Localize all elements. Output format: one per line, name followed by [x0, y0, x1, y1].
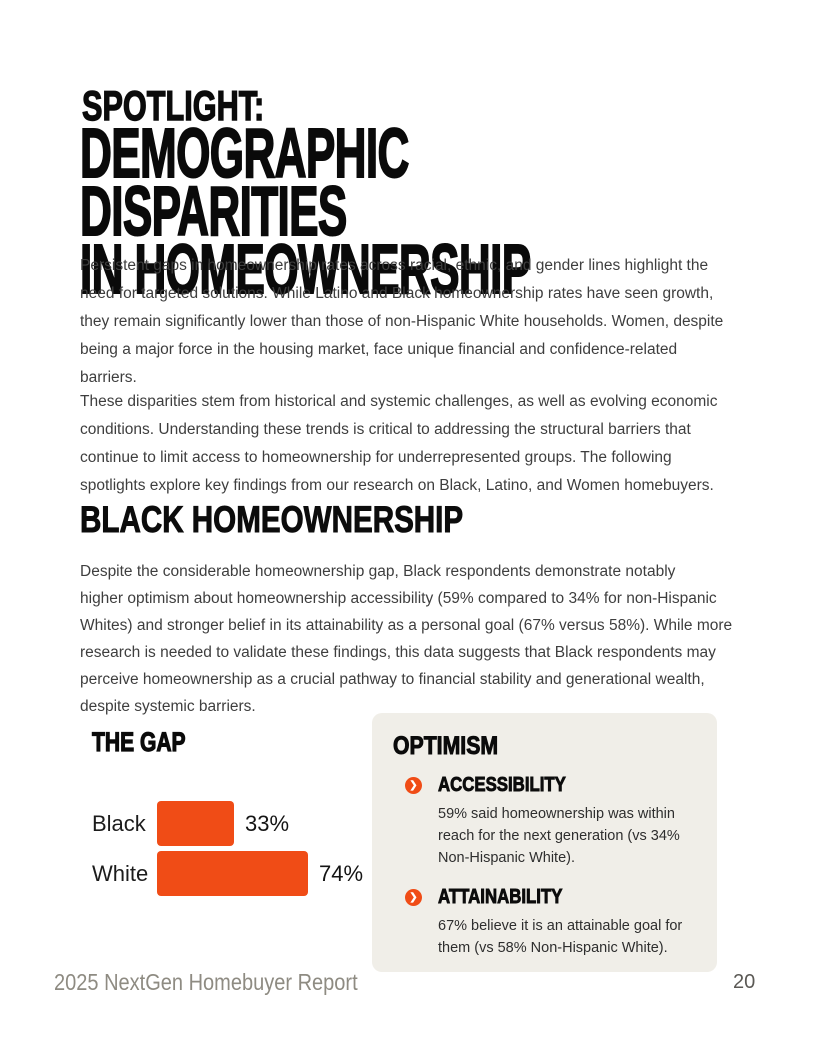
gap-chart-title: THE GAP — [92, 726, 187, 757]
section-heading-black-homeownership: BLACK HOMEOWNERSHIP — [80, 498, 464, 540]
optimism-item-accessibility: ❯ ACCESSIBILITY 59% said homeownership w… — [405, 773, 696, 869]
optimism-item-body: 59% said homeownership was within reach … — [438, 806, 680, 866]
bar-row-black: Black 33% — [92, 801, 289, 846]
footer-page-number: 20 — [733, 971, 756, 993]
optimism-heading: OPTIMISM — [393, 732, 499, 761]
bar-label-white: White — [92, 860, 149, 886]
chevron-right-circle-icon: ❯ — [405, 776, 422, 794]
bar-value-black: 33% — [245, 810, 290, 836]
footer-report-title: 2025 NextGen Homebuyer Report — [54, 969, 358, 995]
bar-row-white: White 74% — [92, 851, 363, 896]
bar-white — [157, 851, 308, 896]
bar-label-black: Black — [92, 810, 146, 836]
optimism-item-title: ATTAINABILITY — [438, 886, 563, 909]
optimism-item-title: ACCESSIBILITY — [438, 774, 567, 797]
intro-paragraph-2: These disparities stem from historical a… — [80, 393, 718, 494]
bar-black — [157, 801, 234, 846]
intro-paragraph-1: Persistent gaps in homeownership rates a… — [80, 257, 724, 386]
optimism-item-title-row: ❯ ACCESSIBILITY — [405, 773, 696, 797]
chevron-right-circle-icon: ❯ — [405, 888, 422, 906]
kicker-heading: SPOTLIGHT: — [81, 82, 265, 129]
optimism-item-title-row: ❯ ATTAINABILITY — [405, 885, 696, 909]
section-body-paragraph: Despite the considerable homeownership g… — [80, 563, 733, 715]
optimism-panel: OPTIMISM ❯ ACCESSIBILITY 59% said homeow… — [372, 713, 717, 972]
optimism-item-attainability: ❯ ATTAINABILITY 67% believe it is an att… — [405, 885, 696, 959]
optimism-item-body: 67% believe it is an attainable goal for… — [438, 918, 683, 956]
bar-value-white: 74% — [319, 860, 364, 886]
page-title: DEMOGRAPHIC DISPARITIES IN HOMEOWNERSHIP — [79, 114, 531, 308]
